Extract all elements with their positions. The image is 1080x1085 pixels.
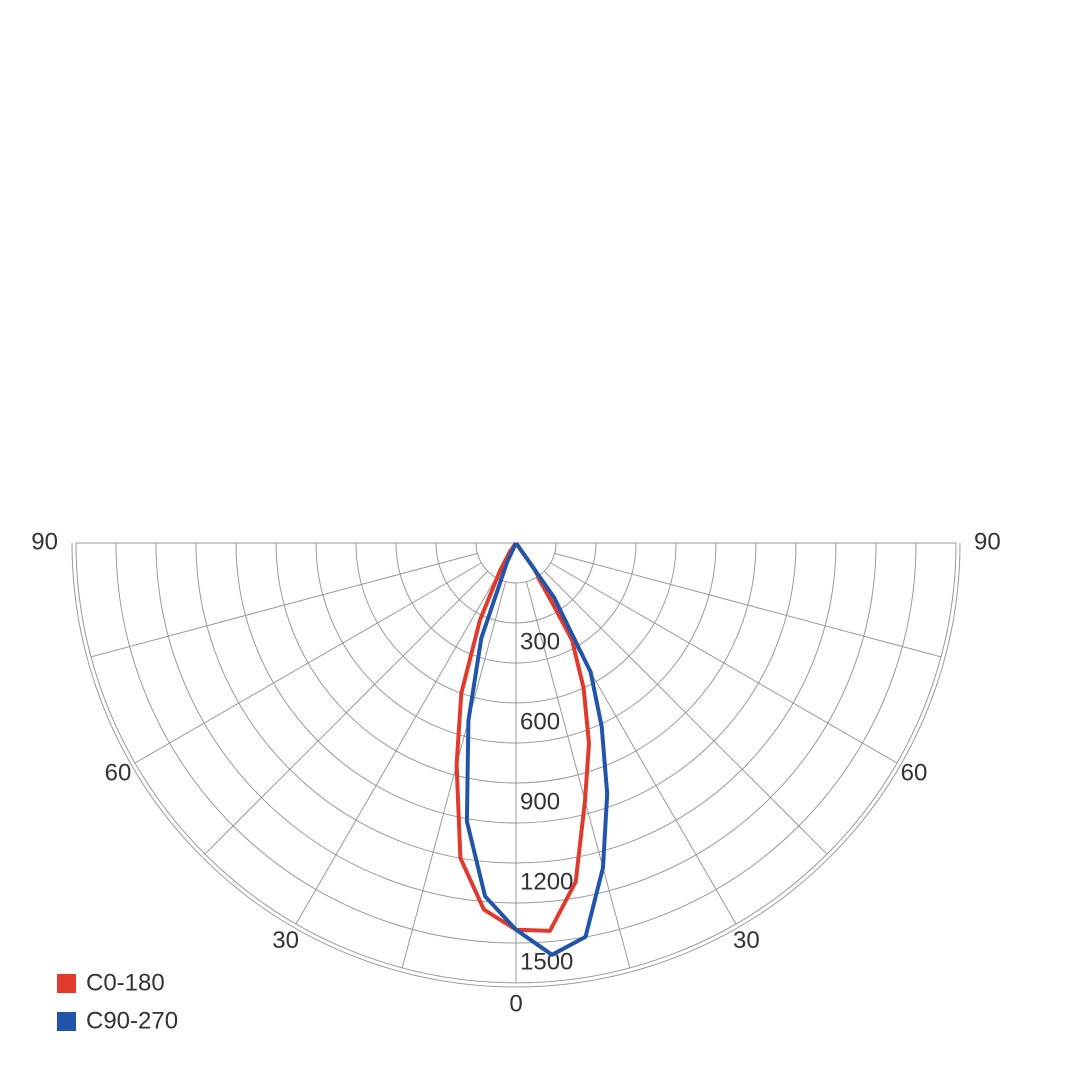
r-tick-label: 900 xyxy=(520,788,560,815)
theta-tick-label: 90 xyxy=(31,528,58,555)
grid-spoke xyxy=(554,552,942,658)
grid-ring xyxy=(475,542,557,584)
legend-label: C90-270 xyxy=(86,1007,178,1034)
r-tick-label: 1200 xyxy=(520,868,573,895)
grid-spoke xyxy=(295,577,497,925)
r-tick-label: 300 xyxy=(520,628,560,655)
grid-spoke xyxy=(525,581,631,969)
outer-rim xyxy=(71,542,961,988)
grid-spoke xyxy=(204,570,489,855)
legend-label: C0-180 xyxy=(86,969,165,996)
grid-spoke xyxy=(401,581,507,969)
theta-tick-label: 30 xyxy=(733,927,760,954)
grid-spoke xyxy=(543,570,828,855)
legend-swatch xyxy=(57,1012,76,1031)
theta-tick-label: 60 xyxy=(105,759,132,786)
legend-swatch xyxy=(57,974,76,993)
theta-tick-label: 0 xyxy=(509,990,522,1017)
grid-spoke xyxy=(134,562,482,764)
grid-spoke xyxy=(90,552,478,658)
grid-spoke xyxy=(550,562,898,764)
r-tick-label: 600 xyxy=(520,708,560,735)
theta-tick-label: 30 xyxy=(272,927,299,954)
intensity-curve xyxy=(464,541,610,957)
theta-tick-label: 60 xyxy=(901,759,928,786)
theta-tick-label: 90 xyxy=(974,528,1001,555)
